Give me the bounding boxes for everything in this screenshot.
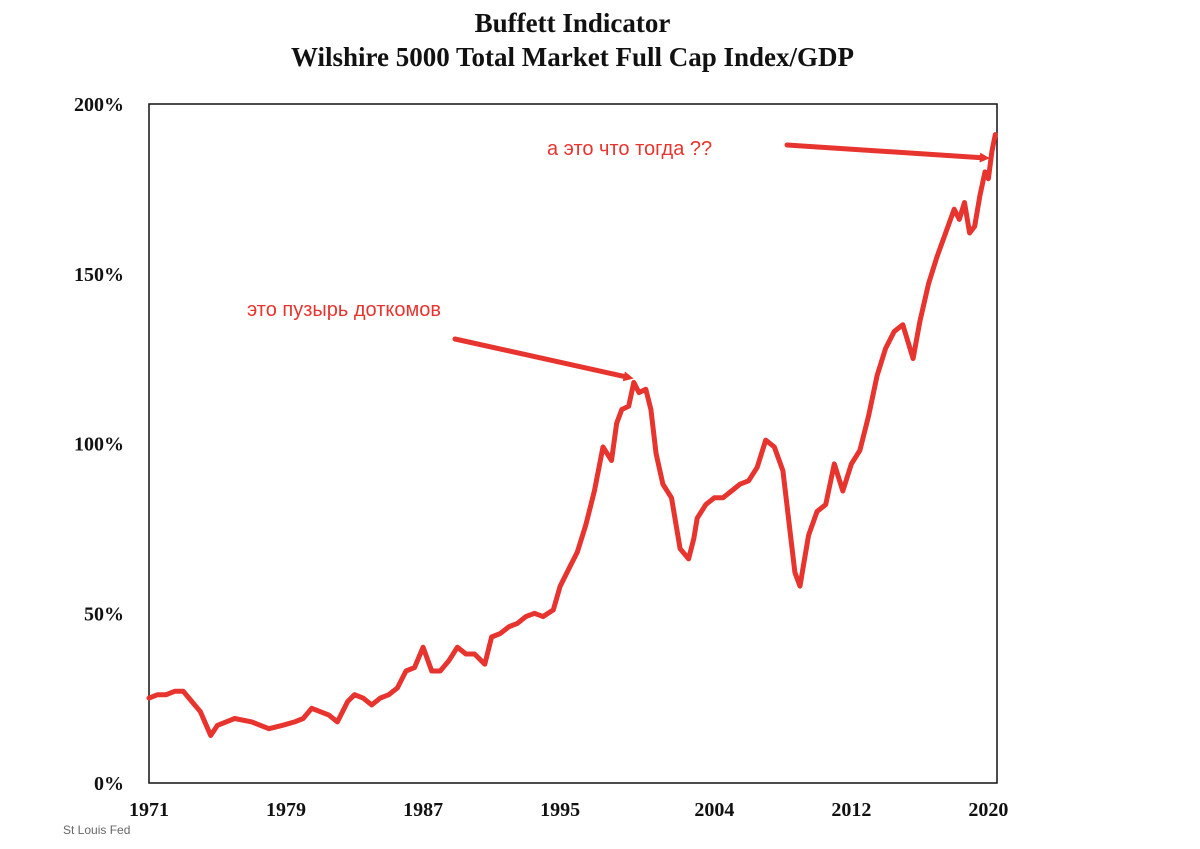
chart-title-block: Buffett Indicator Wilshire 5000 Total Ma… bbox=[0, 6, 1145, 74]
y-tick-label: 150% bbox=[74, 264, 124, 286]
y-tick-label: 200% bbox=[74, 94, 124, 116]
x-tick-label: 2012 bbox=[831, 799, 871, 821]
chart-subtitle: Wilshire 5000 Total Market Full Cap Inde… bbox=[290, 42, 855, 72]
series-line bbox=[146, 132, 998, 738]
x-tick-label: 2020 bbox=[968, 799, 1008, 821]
y-tick-label: 0% bbox=[94, 773, 124, 795]
source-label: St Louis Fed bbox=[63, 823, 131, 837]
chart-title: Buffett Indicator bbox=[474, 8, 671, 38]
annotation-arrow bbox=[452, 336, 634, 382]
x-tick-label: 1987 bbox=[403, 799, 443, 821]
annotation-label: это пузырь доткомов bbox=[247, 299, 441, 321]
x-tick-label: 1979 bbox=[266, 799, 306, 821]
x-tick-label: 1971 bbox=[129, 799, 169, 821]
y-tick-label: 50% bbox=[84, 603, 124, 625]
y-tick-label: 100% bbox=[74, 434, 124, 456]
plot-frame bbox=[148, 103, 998, 784]
annotation-arrow bbox=[784, 142, 990, 163]
annotation-label: а это что тогда ?? bbox=[547, 138, 712, 160]
x-tick-label: 2004 bbox=[694, 799, 734, 821]
x-tick-label: 1995 bbox=[540, 799, 580, 821]
